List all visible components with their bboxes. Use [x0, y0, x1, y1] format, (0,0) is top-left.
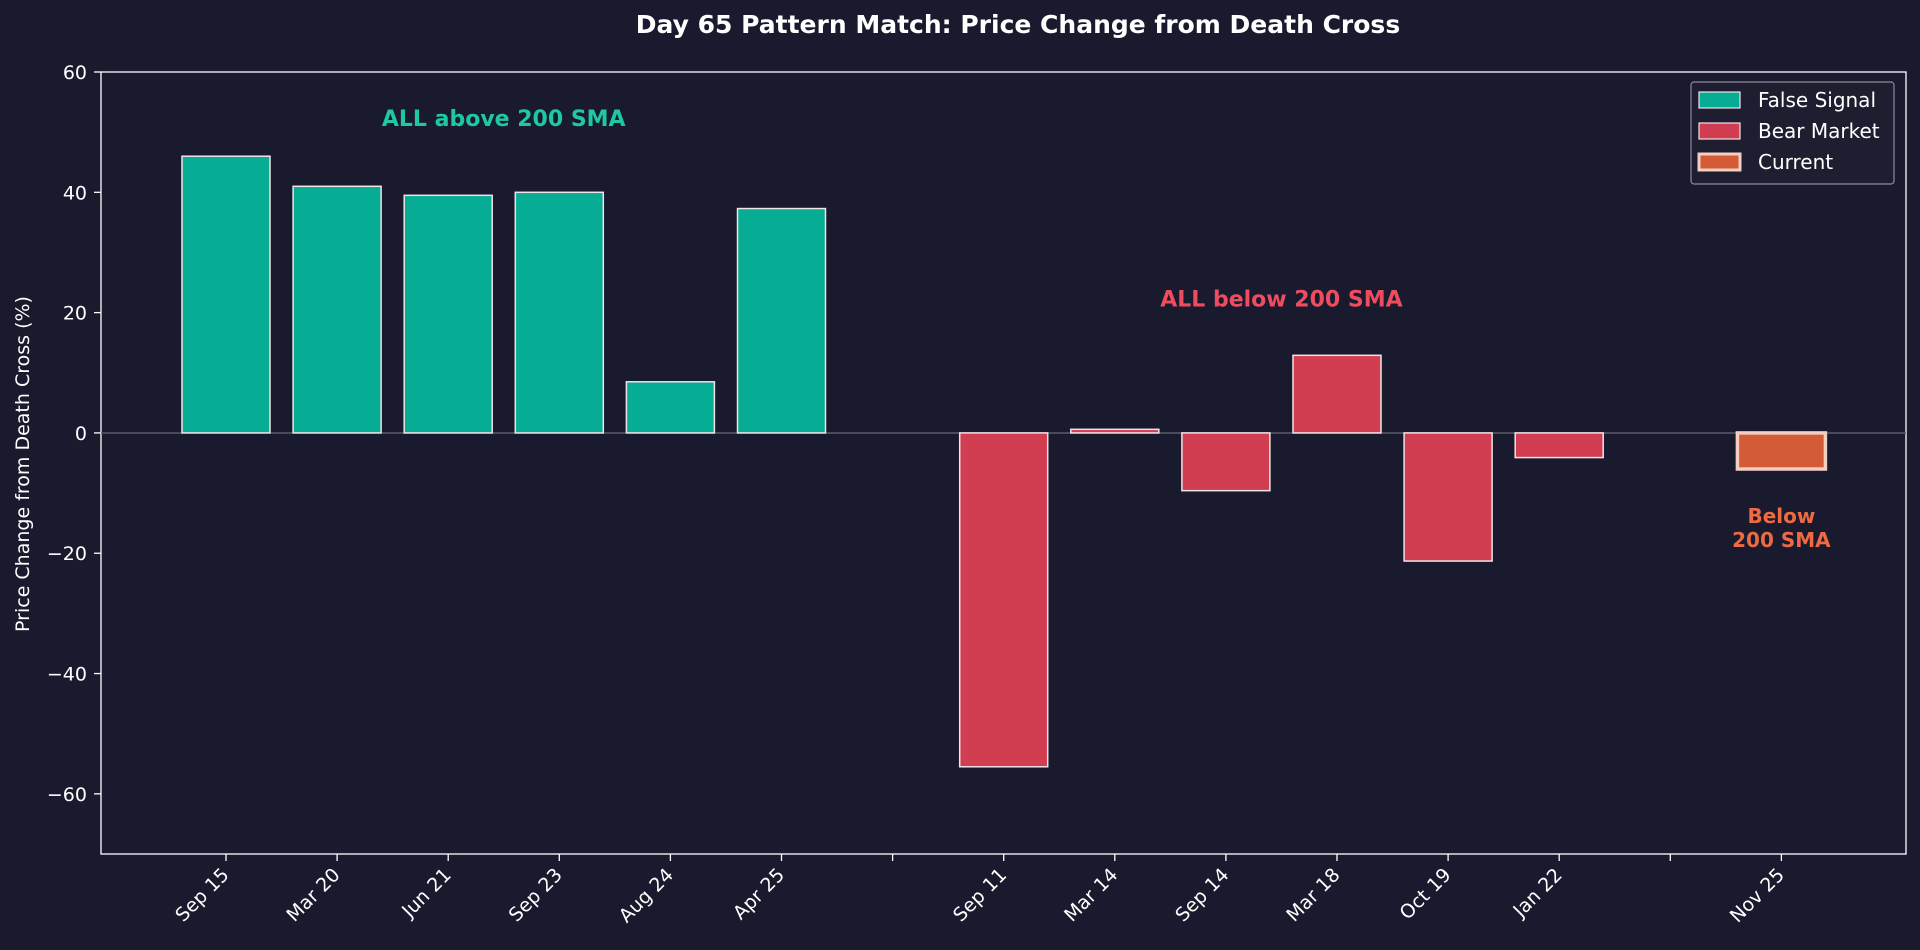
annotation-all-below-200-sma: ALL below 200 SMA	[1160, 288, 1402, 313]
bar-bear-market-sep-11	[958, 432, 1049, 768]
annotations: ALL above 200 SMA ALL below 200 SMA Below 2…	[382, 107, 1831, 552]
legend: False Signal Bear Market Current	[1690, 81, 1895, 185]
x-tick-label-mar-20: Mar 20	[282, 864, 344, 926]
y-tick-label: −40	[47, 664, 87, 686]
annotation-all-above-200-sma: ALL above 200 SMA	[382, 107, 626, 132]
bar-false-signal-mar-20	[292, 185, 382, 434]
chart-title: Day 65 Pattern Match: Price Change from …	[636, 10, 1400, 39]
y-axis: 60 40 20 0 −20 −40 −60	[47, 62, 101, 806]
x-tick-label-oct-19: Oct 19	[1395, 864, 1455, 924]
bar-bear-market-oct-19	[1403, 432, 1493, 562]
y-tick-label: 40	[63, 182, 87, 204]
x-tick-label-aug-24: Aug 24	[615, 864, 678, 927]
bar-bear-market-jan-22	[1514, 432, 1604, 459]
legend-frame	[1690, 81, 1895, 185]
bar-false-signal-sep-23	[514, 191, 605, 434]
bar-false-signal-sep-15	[181, 155, 271, 434]
y-tick-label: 60	[63, 62, 87, 84]
annotation-below-200-sma: Below 200 SMA	[1732, 504, 1831, 552]
legend-label-false-signal: False Signal	[1758, 88, 1876, 112]
bar-bear-market-mar-14	[1070, 428, 1160, 434]
y-tick-label: −20	[47, 543, 87, 565]
bar-bear-market-sep-14	[1181, 432, 1271, 492]
y-axis-label: Price Change from Death Cross (%)	[12, 296, 34, 632]
y-tick-label: 0	[75, 423, 87, 445]
x-tick-label-nov-25: Nov 25	[1726, 864, 1789, 927]
bar-false-signal-apr-25	[736, 207, 827, 434]
x-tick-label-apr-25: Apr 25	[729, 864, 789, 924]
x-tick-label-mar-18: Mar 18	[1282, 864, 1344, 926]
legend-label-current: Current	[1758, 150, 1833, 174]
bar-false-signal-aug-24	[625, 381, 716, 434]
x-tick-label-mar-14: Mar 14	[1060, 864, 1122, 926]
y-tick-label: −60	[47, 784, 87, 806]
legend-label-bear-market: Bear Market	[1758, 119, 1880, 143]
x-tick-label-jan-22: Jan 22	[1508, 864, 1566, 922]
x-axis: Sep 15 Mar 20 Jun 21 Sep 23 Aug 24 Apr 25 Sep …	[171, 854, 1789, 927]
legend-swatch-current	[1697, 152, 1742, 172]
x-tick-label-sep-14: Sep 14	[1171, 864, 1233, 926]
bar-bear-market-mar-18	[1292, 354, 1382, 434]
y-tick-label: 20	[63, 303, 87, 325]
x-tick-label-sep-15: Sep 15	[171, 864, 233, 926]
bar-current-nov-25	[1735, 431, 1828, 471]
x-tick-label-sep-11: Sep 11	[949, 864, 1011, 926]
legend-swatch-false-signal	[1698, 91, 1741, 109]
legend-swatch-bear-market	[1698, 122, 1741, 140]
bar-false-signal-jun-21	[403, 194, 493, 434]
x-tick-label-jun-21: Jun 21	[397, 864, 456, 923]
bars	[181, 155, 1828, 768]
x-tick-label-sep-23: Sep 23	[505, 864, 567, 926]
